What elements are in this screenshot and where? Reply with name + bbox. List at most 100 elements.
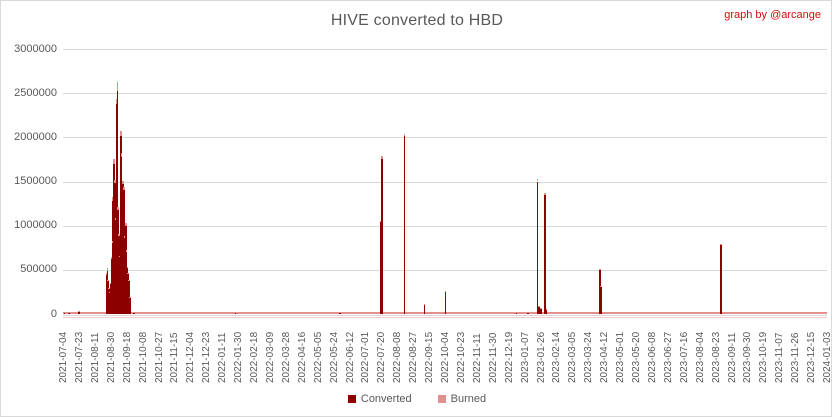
x-axis-tick-label: 2022-02-18: [249, 331, 260, 383]
bar-converted: [339, 312, 341, 314]
gridline: [63, 269, 827, 271]
legend-label-converted: Converted: [360, 393, 412, 405]
bar-converted: [125, 252, 128, 314]
y-axis-tick-label: 0: [50, 307, 57, 320]
bar-burned: [599, 268, 602, 271]
gridline: [63, 93, 827, 95]
x-axis-tick-label: 2022-08-27: [408, 331, 420, 383]
bar-converted: [381, 158, 383, 314]
x-axis-tick-label: 2022-04-16: [296, 331, 308, 383]
bar-converted: [544, 194, 546, 314]
bar-burned: [117, 207, 120, 210]
x-axis-tick-label: 2021-12-23: [201, 331, 213, 383]
x-axis-tick-label: 2022-12-19: [503, 331, 515, 383]
x-axis-tick-label: 2022-01-11: [217, 332, 229, 383]
bar-converted: [380, 222, 382, 314]
bar-burned: [111, 197, 114, 201]
x-axis-tick-label: 2022-10-23: [455, 331, 467, 383]
bar-converted: [527, 312, 530, 314]
bar-burned: [124, 223, 127, 226]
bar-converted: [109, 292, 111, 314]
bar-converted: [127, 274, 130, 314]
bar-burned: [112, 241, 114, 244]
x-axis-tick-label: 2022-07-01: [360, 331, 372, 383]
legend-item-burned: Burned: [437, 393, 486, 405]
gridline: [63, 137, 827, 139]
x-axis-tick-label: 2021-09-18: [121, 331, 133, 383]
bar-burned: [113, 159, 115, 164]
x-axis-tick-label: 2021-11-15: [169, 332, 181, 383]
bar-converted: [111, 200, 114, 314]
x-axis-tick-label: 2023-06-27: [662, 331, 674, 383]
bar-converted: [113, 163, 115, 314]
x-axis-tick-label: 2022-10-04: [440, 331, 451, 383]
bar-converted: [95, 313, 98, 314]
bar-burned: [120, 152, 123, 157]
gridline: [63, 49, 827, 50]
bar-burned: [129, 297, 131, 299]
bar-converted: [126, 268, 129, 314]
x-axis-tick-label: 2023-04-12: [599, 331, 611, 383]
bar-converted: [124, 225, 127, 314]
y-axis-tick-label: 1500000: [14, 175, 57, 187]
bar-converted: [109, 283, 112, 314]
bar-converted: [119, 135, 122, 314]
bar-converted: [120, 156, 123, 314]
x-axis-tick-label: 2024-01-03: [822, 331, 832, 383]
bar-burned: [544, 192, 546, 195]
bar-burned: [118, 234, 120, 237]
bar-burned: [126, 266, 129, 269]
x-axis-tick-label: 2021-07-04: [58, 331, 69, 383]
x-axis-tick-label: 2023-09-11: [726, 332, 738, 383]
bar-converted: [117, 209, 120, 314]
bar-converted: [538, 306, 540, 314]
bar-converted: [234, 312, 237, 314]
x-axis-tick-label: 2022-06-12: [344, 331, 356, 383]
bar-converted: [78, 311, 80, 314]
bar-burned: [444, 290, 447, 292]
y-axis-tick-label: 2000000: [14, 130, 57, 143]
bar-burned: [123, 187, 125, 191]
bar-converted: [106, 270, 109, 314]
x-axis-tick-label: 2022-03-09: [264, 331, 276, 383]
bar-converted: [105, 275, 108, 314]
bar-converted: [115, 103, 118, 314]
x-axis-tick-label: 2023-05-20: [631, 331, 642, 383]
bar-converted: [403, 136, 406, 314]
bar-converted: [545, 309, 548, 314]
x-axis-tick-label: 2023-11-26: [790, 332, 802, 383]
x-axis-tick-label: 2023-03-05: [567, 331, 579, 383]
bar-burned: [107, 279, 109, 282]
bar-converted: [108, 288, 110, 314]
chart-credit: graph by @arcange: [724, 9, 821, 21]
x-axis-tick-label: 2023-03-24: [583, 331, 595, 383]
x-axis-tick-label: 2021-08-11: [89, 332, 101, 383]
chart-title: HIVE converted to HBD: [330, 12, 504, 29]
bar-burned: [122, 180, 125, 185]
y-axis-tick-label: 1000000: [14, 219, 57, 232]
x-axis-tick-label: 2022-01-30: [233, 331, 245, 383]
bar-converted: [719, 245, 722, 314]
bar-converted: [68, 312, 70, 314]
x-axis-tick-label: 2022-05-24: [328, 331, 340, 383]
bar-converted: [122, 184, 125, 314]
bar-burned: [114, 217, 117, 221]
x-axis-tick-label: 2023-01-26: [535, 331, 547, 383]
x-axis-tick-label: 2023-09-30: [742, 331, 754, 383]
bar-burned: [105, 272, 108, 276]
gridline: [63, 225, 827, 227]
x-axis-tick-label: 2021-12-04: [185, 331, 197, 383]
legend: Converted Burned: [1, 391, 831, 407]
bar-burned: [536, 179, 539, 182]
bar-burned: [125, 250, 128, 253]
bar-converted: [326, 312, 329, 314]
bar-converted: [540, 308, 542, 314]
bar-converted: [600, 286, 602, 314]
bar-converted: [515, 312, 518, 314]
x-axis-tick-label: 2023-06-08: [646, 331, 658, 383]
bar-burned: [109, 291, 111, 293]
bar-converted: [123, 190, 125, 314]
x-axis-tick-label: 2021-10-08: [137, 331, 149, 383]
bar-burned: [127, 273, 130, 275]
